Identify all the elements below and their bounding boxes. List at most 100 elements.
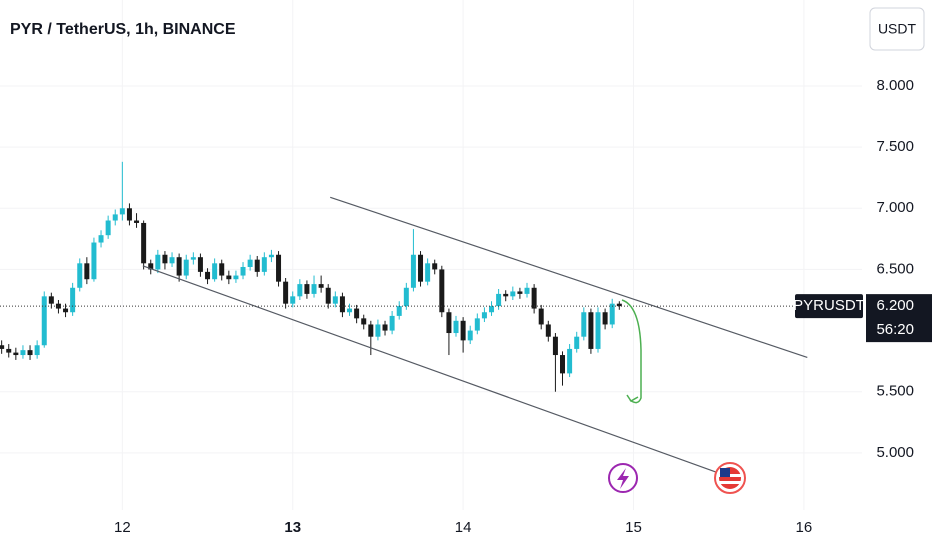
candle-body	[489, 306, 495, 313]
candle-body	[219, 263, 225, 276]
candle-body	[467, 330, 473, 341]
candle-body	[354, 308, 360, 319]
candle-body	[13, 352, 19, 356]
y-tick-label: 7.000	[876, 199, 914, 216]
chart-title: PYR / TetherUS, 1h, BINANCE	[10, 21, 236, 38]
currency-label: USDT	[878, 21, 917, 37]
candle-body	[141, 222, 147, 264]
candle-body	[510, 291, 516, 297]
candle-body	[77, 263, 83, 288]
candle-body	[27, 350, 33, 356]
price-pill	[866, 294, 932, 343]
candle-body	[418, 254, 424, 282]
candle-body	[538, 308, 544, 325]
candle-body	[34, 345, 40, 356]
x-tick-label: 12	[114, 519, 131, 536]
candle-body	[70, 287, 76, 313]
candle-body	[432, 263, 438, 270]
candle-body	[318, 284, 324, 288]
candle-body	[240, 266, 246, 276]
candle-body	[212, 263, 218, 280]
candle-body	[347, 308, 353, 313]
countdown-label: 56:20	[876, 321, 914, 338]
candle-body	[48, 296, 54, 304]
overlay	[608, 299, 746, 494]
candle-body	[268, 254, 274, 258]
candle-body	[283, 281, 289, 304]
candle-body	[112, 214, 118, 221]
candle-body	[460, 320, 466, 341]
y-tick-label: 8.000	[876, 77, 914, 94]
candle-body	[254, 259, 260, 272]
currency-button[interactable]	[869, 7, 925, 51]
candle-body	[368, 324, 374, 337]
candle-body	[261, 257, 267, 272]
candle-body	[517, 291, 523, 294]
y-tick-label: 7.500	[876, 138, 914, 155]
candle-body	[403, 287, 409, 307]
candle-body	[290, 296, 296, 304]
event-icon-flag[interactable]	[714, 462, 746, 494]
candle-body	[361, 318, 367, 325]
candle-body	[602, 312, 608, 325]
symbol-pill	[795, 294, 863, 319]
candle-body	[119, 208, 125, 215]
candle-body	[481, 312, 487, 319]
candle-body	[410, 254, 416, 288]
candle-body	[176, 257, 182, 276]
candle-body	[531, 287, 537, 309]
trend-line	[142, 265, 738, 481]
x-tick-label: 13	[284, 519, 301, 536]
candle-body	[595, 312, 601, 349]
candle-body	[297, 284, 303, 297]
candle-body	[425, 263, 431, 282]
trend-line	[330, 196, 808, 359]
candle-body	[190, 257, 196, 260]
candle-body	[389, 315, 395, 331]
candle-body	[155, 254, 161, 270]
x-tick-label: 15	[625, 519, 642, 536]
candle-body	[382, 324, 388, 331]
candle-body	[98, 235, 104, 243]
candle-body	[588, 312, 594, 349]
candle-body	[63, 308, 69, 313]
candle-body	[609, 303, 615, 325]
candle-body	[183, 259, 189, 276]
candle-body	[276, 254, 282, 282]
candle-body	[304, 284, 310, 294]
plot-area	[0, 161, 862, 481]
candle-body	[560, 355, 566, 374]
candle-body	[20, 350, 26, 356]
candle-body	[574, 336, 580, 349]
candle-body	[91, 242, 97, 280]
candle-body	[162, 254, 168, 264]
candle-body	[339, 296, 345, 313]
candle-body	[105, 220, 111, 236]
candle-body	[496, 293, 502, 307]
projection-arrow	[621, 299, 642, 404]
candle-body	[134, 220, 140, 223]
candle-body	[474, 318, 480, 331]
candle-body	[148, 263, 154, 270]
candle-body	[55, 303, 61, 309]
candle-body	[446, 312, 452, 334]
candle-body	[439, 269, 445, 313]
arrow-head	[626, 394, 639, 402]
candle-body	[616, 303, 622, 307]
candle-body	[233, 275, 239, 280]
price-label: 6.200	[876, 297, 914, 314]
y-tick-label: 6.500	[876, 260, 914, 277]
candle-body	[524, 287, 530, 294]
y-tick-label: 5.000	[876, 444, 914, 461]
candle-body	[453, 320, 459, 334]
candle-body	[169, 257, 175, 264]
candle-body	[247, 259, 253, 267]
candle-body	[396, 306, 402, 316]
candle-body	[375, 324, 381, 337]
candle-body	[567, 348, 573, 374]
candle-body	[205, 271, 211, 280]
candle-body	[545, 324, 551, 337]
event-icon-lightning[interactable]	[608, 463, 638, 493]
candle-body	[6, 348, 12, 353]
